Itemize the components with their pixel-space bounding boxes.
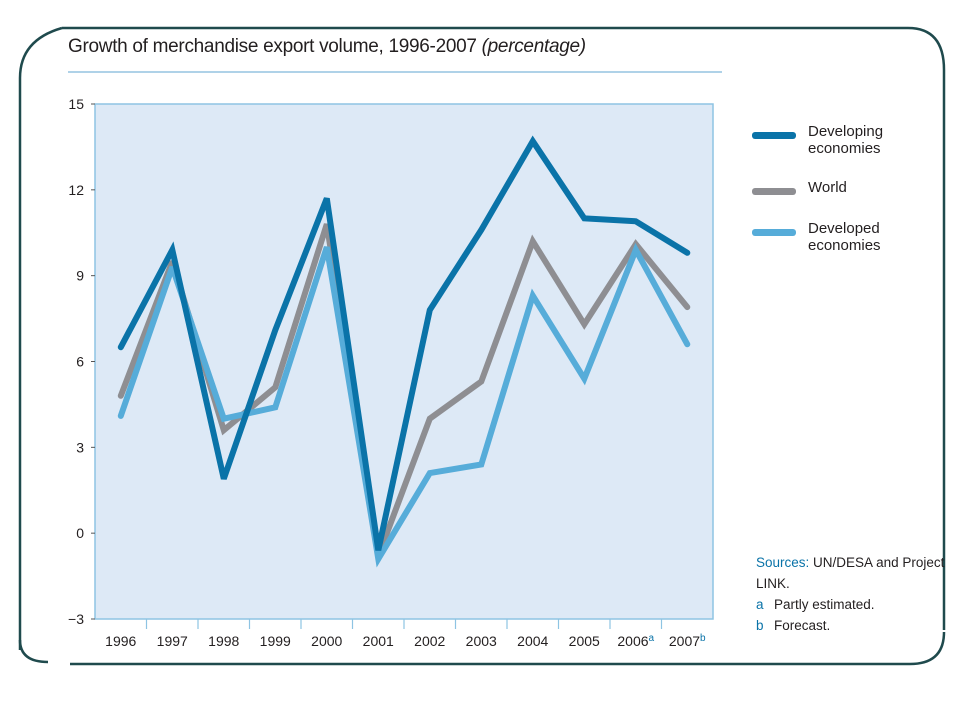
- sources-line: Sources: UN/DESA and Project LINK.: [756, 552, 960, 594]
- series-line-developing-economies: [117, 135, 691, 551]
- legend-swatch-developed: [752, 229, 796, 236]
- x-tick-label: 1996: [105, 633, 136, 649]
- legend-item-developing: Developing economies: [752, 123, 898, 157]
- footnote-b-mark: b: [756, 618, 764, 633]
- x-tick-label: 2004: [517, 633, 548, 649]
- x-tick-label: 1998: [208, 633, 239, 649]
- x-tick-label: 1997: [157, 633, 188, 649]
- footnote-a-mark: a: [756, 597, 764, 612]
- footnote-b-text: Forecast.: [774, 618, 831, 633]
- y-tick-label: 3: [76, 439, 84, 455]
- chart-title: Growth of merchandise export volume, 199…: [68, 36, 586, 58]
- chart-title-main: Growth of merchandise export volume, 199…: [68, 36, 477, 57]
- y-tick-label: 15: [68, 96, 84, 112]
- y-tick-label: 12: [68, 182, 84, 198]
- x-tick-superscript: b: [700, 633, 706, 644]
- legend-swatch-world: [752, 188, 796, 195]
- y-axis: −3 0 3 6 9 12 15: [68, 96, 95, 627]
- footnote-a: a Partly estimated.: [756, 594, 960, 615]
- x-tick-label: 2006a: [617, 633, 654, 649]
- legend-label-developing: Developing economies: [808, 123, 884, 157]
- legend-swatch-developing: [752, 132, 796, 139]
- x-tick-label: 2002: [414, 633, 445, 649]
- x-tick-label: 1999: [260, 633, 291, 649]
- legend-label-developed: Developed economies: [808, 220, 881, 254]
- x-tick-label: 2005: [569, 633, 600, 649]
- x-tick-label: 2003: [466, 633, 497, 649]
- sources-text: UN/DESA and Project LINK.: [756, 555, 945, 591]
- x-tick-label: 2001: [363, 633, 394, 649]
- plot-area: [94, 103, 714, 620]
- y-tick-label: 6: [76, 354, 84, 370]
- x-tick-label: 2007b: [669, 633, 706, 649]
- source-notes: Sources: UN/DESA and Project LINK. a Part…: [756, 552, 960, 636]
- footnote-b: b Forecast.: [756, 615, 960, 636]
- legend-label-world: World: [808, 179, 847, 196]
- legend-item-world: World: [752, 179, 898, 196]
- chart-title-unit: (percentage): [481, 36, 586, 57]
- y-tick-label: 9: [76, 268, 84, 284]
- sources-label: Sources:: [756, 555, 810, 570]
- footnote-a-text: Partly estimated.: [774, 597, 875, 612]
- x-axis: 1996 1997 1998 1999 2000 2001 2002 2003 2004 2005…: [105, 619, 706, 649]
- series-group: [117, 135, 691, 568]
- y-tick-label: 0: [76, 525, 84, 541]
- x-tick-label: 2000: [311, 633, 342, 649]
- y-tick-label: −3: [68, 611, 84, 627]
- legend-item-developed: Developed economies: [752, 220, 898, 254]
- x-tick-superscript: a: [649, 633, 655, 644]
- series-line-developed-economies: [117, 242, 691, 568]
